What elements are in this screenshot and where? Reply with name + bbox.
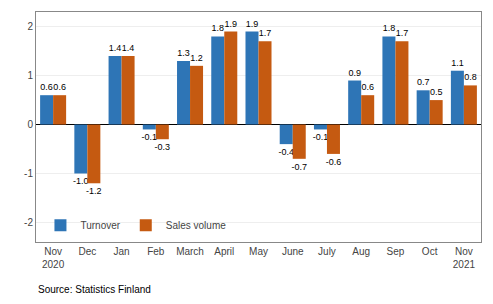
svg-text:1: 1 (27, 70, 33, 81)
svg-text:Nov2020: Nov2020 (42, 246, 65, 270)
svg-text:-0.7: -0.7 (291, 162, 307, 172)
svg-text:-0.6: -0.6 (326, 157, 342, 167)
svg-text:-1.2: -1.2 (86, 186, 102, 196)
svg-text:Nov2021: Nov2021 (453, 246, 476, 270)
svg-text:1.7: 1.7 (396, 28, 409, 38)
svg-text:0.7: 0.7 (417, 77, 430, 87)
svg-text:2: 2 (27, 21, 33, 32)
svg-text:Sales volume: Sales volume (166, 220, 226, 231)
svg-text:June: June (282, 246, 304, 257)
svg-text:0.6: 0.6 (53, 82, 66, 92)
svg-text:0.6: 0.6 (361, 82, 374, 92)
svg-text:1.3: 1.3 (177, 48, 190, 58)
svg-text:1.8: 1.8 (383, 23, 396, 33)
svg-text:0: 0 (27, 119, 33, 130)
svg-text:-0.1: -0.1 (313, 132, 329, 142)
svg-text:-0.1: -0.1 (142, 132, 158, 142)
svg-text:July: July (318, 246, 336, 257)
svg-text:0.9: 0.9 (348, 68, 361, 78)
svg-text:Source: Statistics Finland: Source: Statistics Finland (38, 284, 151, 295)
svg-text:1.2: 1.2 (190, 53, 203, 63)
svg-text:Oct: Oct (422, 246, 438, 257)
svg-text:Dec: Dec (78, 246, 96, 257)
svg-text:Sep: Sep (387, 246, 405, 257)
svg-text:-2: -2 (24, 217, 33, 228)
svg-text:1.9: 1.9 (246, 19, 259, 29)
svg-text:1.4: 1.4 (122, 43, 135, 53)
svg-text:March: March (176, 246, 204, 257)
svg-text:-1.0: -1.0 (73, 176, 89, 186)
svg-text:1.9: 1.9 (225, 19, 238, 29)
svg-text:1.8: 1.8 (212, 23, 225, 33)
svg-text:Turnover: Turnover (80, 220, 120, 231)
svg-text:Jan: Jan (114, 246, 130, 257)
svg-text:Feb: Feb (147, 246, 165, 257)
svg-text:0.5: 0.5 (430, 87, 443, 97)
svg-text:0.6: 0.6 (40, 82, 53, 92)
svg-text:May: May (249, 246, 268, 257)
svg-text:-1: -1 (24, 168, 33, 179)
svg-text:0.8: 0.8 (464, 72, 477, 82)
svg-text:-0.3: -0.3 (155, 142, 171, 152)
svg-text:April: April (214, 246, 234, 257)
svg-text:1.7: 1.7 (259, 28, 272, 38)
svg-text:1.1: 1.1 (451, 58, 464, 68)
svg-text:Aug: Aug (352, 246, 370, 257)
svg-text:-0.4: -0.4 (278, 147, 294, 157)
svg-text:1.4: 1.4 (109, 43, 122, 53)
